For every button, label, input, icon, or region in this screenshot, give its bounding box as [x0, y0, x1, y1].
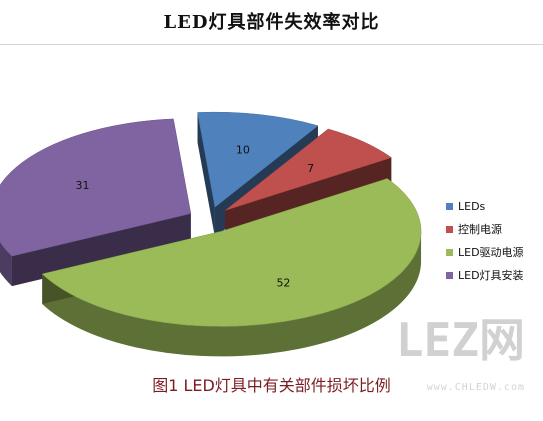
figure-caption: 图1 LED灯具中有关部件损坏比例 [152, 376, 391, 395]
legend-item-1: LEDs [446, 200, 486, 213]
watermark-logo-text: LEZ网 [395, 313, 525, 367]
slice-cut-face-4-1 [11, 213, 191, 287]
slice-outer-side-4 [0, 241, 12, 287]
watermark: LEZ网 www.CHLEDW.com [396, 317, 525, 411]
legend-label-4: LED灯具安装 [458, 268, 524, 282]
legend-item-4: LED灯具安装 [446, 268, 524, 282]
legend-label-2: 控制电源 [458, 222, 502, 236]
slice-cut-face-1-1 [197, 112, 215, 238]
slice-2 [225, 128, 392, 211]
legend-swatch-4 [446, 272, 453, 279]
data-label-4: 31 [76, 179, 90, 192]
legend-item-2: 控制电源 [446, 222, 502, 236]
legend-swatch-1 [446, 203, 453, 210]
legend-label-1: LEDs [458, 200, 486, 213]
legend: LEDs 控制电源 LED驱动电源 LED灯具安装 [446, 200, 524, 282]
data-label-3: 52 [276, 276, 290, 289]
slice-tops-layer [0, 111, 422, 327]
legend-label-3: LED驱动电源 [458, 245, 524, 259]
data-label-1: 10 [236, 144, 250, 157]
slice-4 [0, 118, 192, 257]
slice-1 [197, 111, 319, 208]
title-divider [0, 44, 543, 45]
chart-title: LED灯具部件失效率对比 [163, 12, 380, 33]
data-label-2: 7 [307, 162, 314, 175]
value-labels-layer: 10 7 52 31 [76, 144, 315, 290]
legend-swatch-3 [446, 249, 453, 256]
legend-item-3: LED驱动电源 [446, 245, 524, 259]
slice-outer-side-3 [42, 231, 422, 357]
legend-swatch-2 [446, 226, 453, 233]
slice-3 [41, 178, 422, 327]
watermark-url: www.CHLEDW.com [426, 382, 525, 393]
